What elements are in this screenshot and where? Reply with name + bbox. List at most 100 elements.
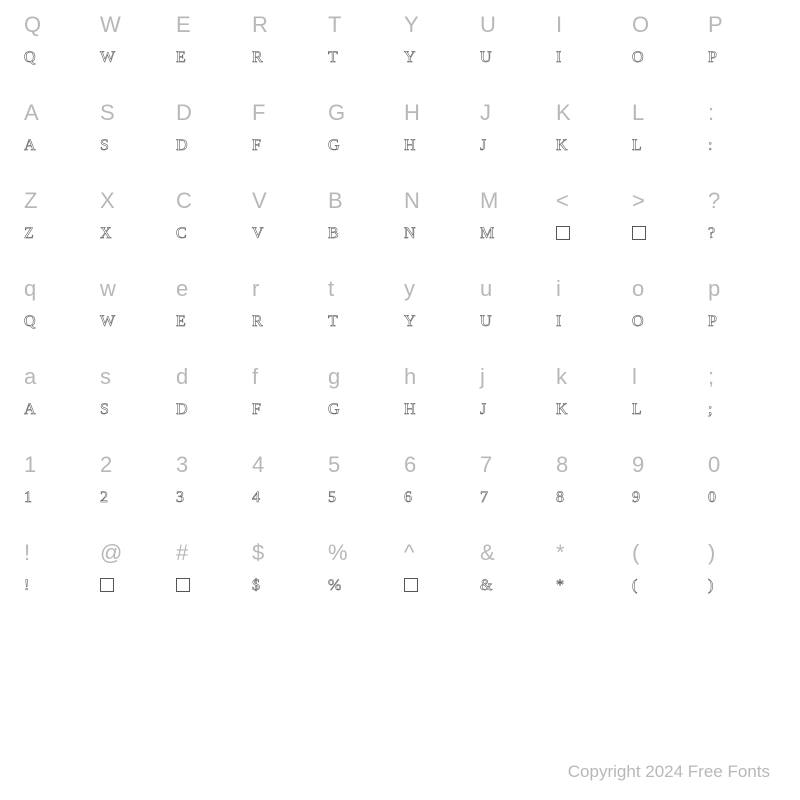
glyph-preview: D — [176, 138, 188, 154]
key-label: K — [556, 102, 571, 124]
char-cell: GG — [324, 102, 400, 190]
char-cell: $$ — [248, 542, 324, 630]
glyph-preview: 6 — [404, 490, 412, 506]
key-label: B — [328, 190, 343, 212]
key-label: ( — [632, 542, 639, 564]
key-label: $ — [252, 542, 264, 564]
glyph-preview: $ — [252, 578, 260, 594]
char-cell: MM — [476, 190, 552, 278]
glyph-preview: L — [632, 402, 642, 418]
key-label: p — [708, 278, 720, 300]
char-cell: !! — [20, 542, 96, 630]
key-label: J — [480, 102, 491, 124]
glyph-preview — [404, 578, 418, 592]
key-label: I — [556, 14, 562, 36]
char-cell: UU — [476, 14, 552, 102]
char-cell: FF — [248, 102, 324, 190]
key-label: 9 — [632, 454, 644, 476]
char-cell: hH — [400, 366, 476, 454]
glyph-preview: Q — [24, 50, 36, 66]
char-cell: YY — [400, 14, 476, 102]
char-cell: 00 — [704, 454, 780, 542]
key-label: t — [328, 278, 334, 300]
key-label: 0 — [708, 454, 720, 476]
char-cell: fF — [248, 366, 324, 454]
char-cell: )) — [704, 542, 780, 630]
char-cell: LL — [628, 102, 704, 190]
glyph-preview — [176, 578, 190, 592]
char-cell: kK — [552, 366, 628, 454]
key-label: 5 — [328, 454, 340, 476]
char-cell: gG — [324, 366, 400, 454]
char-cell: 33 — [172, 454, 248, 542]
glyph-preview: * — [556, 578, 564, 594]
key-label: w — [100, 278, 116, 300]
key-label: P — [708, 14, 723, 36]
key-label: 2 — [100, 454, 112, 476]
char-cell: dD — [172, 366, 248, 454]
char-cell: WW — [96, 14, 172, 102]
key-label: ; — [708, 366, 714, 388]
key-label: 1 — [24, 454, 36, 476]
char-cell: TT — [324, 14, 400, 102]
char-cell: OO — [628, 14, 704, 102]
key-label: ^ — [404, 542, 414, 564]
key-label: l — [632, 366, 637, 388]
char-cell: VV — [248, 190, 324, 278]
char-cell: ** — [552, 542, 628, 630]
glyph-preview: F — [252, 402, 261, 418]
glyph-preview: U — [480, 314, 492, 330]
glyph-preview: K — [556, 402, 568, 418]
key-label: 7 — [480, 454, 492, 476]
glyph-preview: P — [708, 314, 717, 330]
key-label: < — [556, 190, 569, 212]
char-cell: :: — [704, 102, 780, 190]
key-label: q — [24, 278, 36, 300]
char-cell: 55 — [324, 454, 400, 542]
glyph-preview: ; — [708, 402, 712, 418]
char-cell: XX — [96, 190, 172, 278]
glyph-preview: ( — [632, 578, 637, 594]
char-cell: JJ — [476, 102, 552, 190]
key-label: s — [100, 366, 111, 388]
key-label: 4 — [252, 454, 264, 476]
char-cell: II — [552, 14, 628, 102]
glyph-preview: V — [252, 226, 264, 242]
char-cell: BB — [324, 190, 400, 278]
key-label: A — [24, 102, 39, 124]
glyph-preview: ? — [708, 226, 715, 242]
char-cell: ;; — [704, 366, 780, 454]
key-label: E — [176, 14, 191, 36]
char-cell: NN — [400, 190, 476, 278]
key-label: T — [328, 14, 341, 36]
glyph-preview: 8 — [556, 490, 564, 506]
glyph-preview: H — [404, 138, 416, 154]
char-cell: ZZ — [20, 190, 96, 278]
char-cell: lL — [628, 366, 704, 454]
char-cell: 44 — [248, 454, 324, 542]
glyph-preview: E — [176, 50, 186, 66]
glyph-preview: 9 — [632, 490, 640, 506]
char-cell: %% — [324, 542, 400, 630]
key-label: k — [556, 366, 567, 388]
char-cell: jJ — [476, 366, 552, 454]
glyph-preview: S — [100, 402, 109, 418]
copyright-text: Copyright 2024 Free Fonts — [568, 762, 770, 782]
glyph-preview: F — [252, 138, 261, 154]
glyph-preview: & — [480, 578, 492, 594]
char-cell: tT — [324, 278, 400, 366]
char-cell: 11 — [20, 454, 96, 542]
key-label: u — [480, 278, 492, 300]
glyph-preview: 0 — [708, 490, 716, 506]
char-cell: qQ — [20, 278, 96, 366]
glyph-preview: A — [24, 138, 36, 154]
key-label: & — [480, 542, 495, 564]
glyph-preview: C — [176, 226, 187, 242]
key-label: r — [252, 278, 259, 300]
key-label: M — [480, 190, 498, 212]
glyph-preview: : — [708, 138, 712, 154]
char-cell: AA — [20, 102, 96, 190]
char-cell: ^ — [400, 542, 476, 630]
glyph-preview — [632, 226, 646, 240]
key-label: H — [404, 102, 420, 124]
